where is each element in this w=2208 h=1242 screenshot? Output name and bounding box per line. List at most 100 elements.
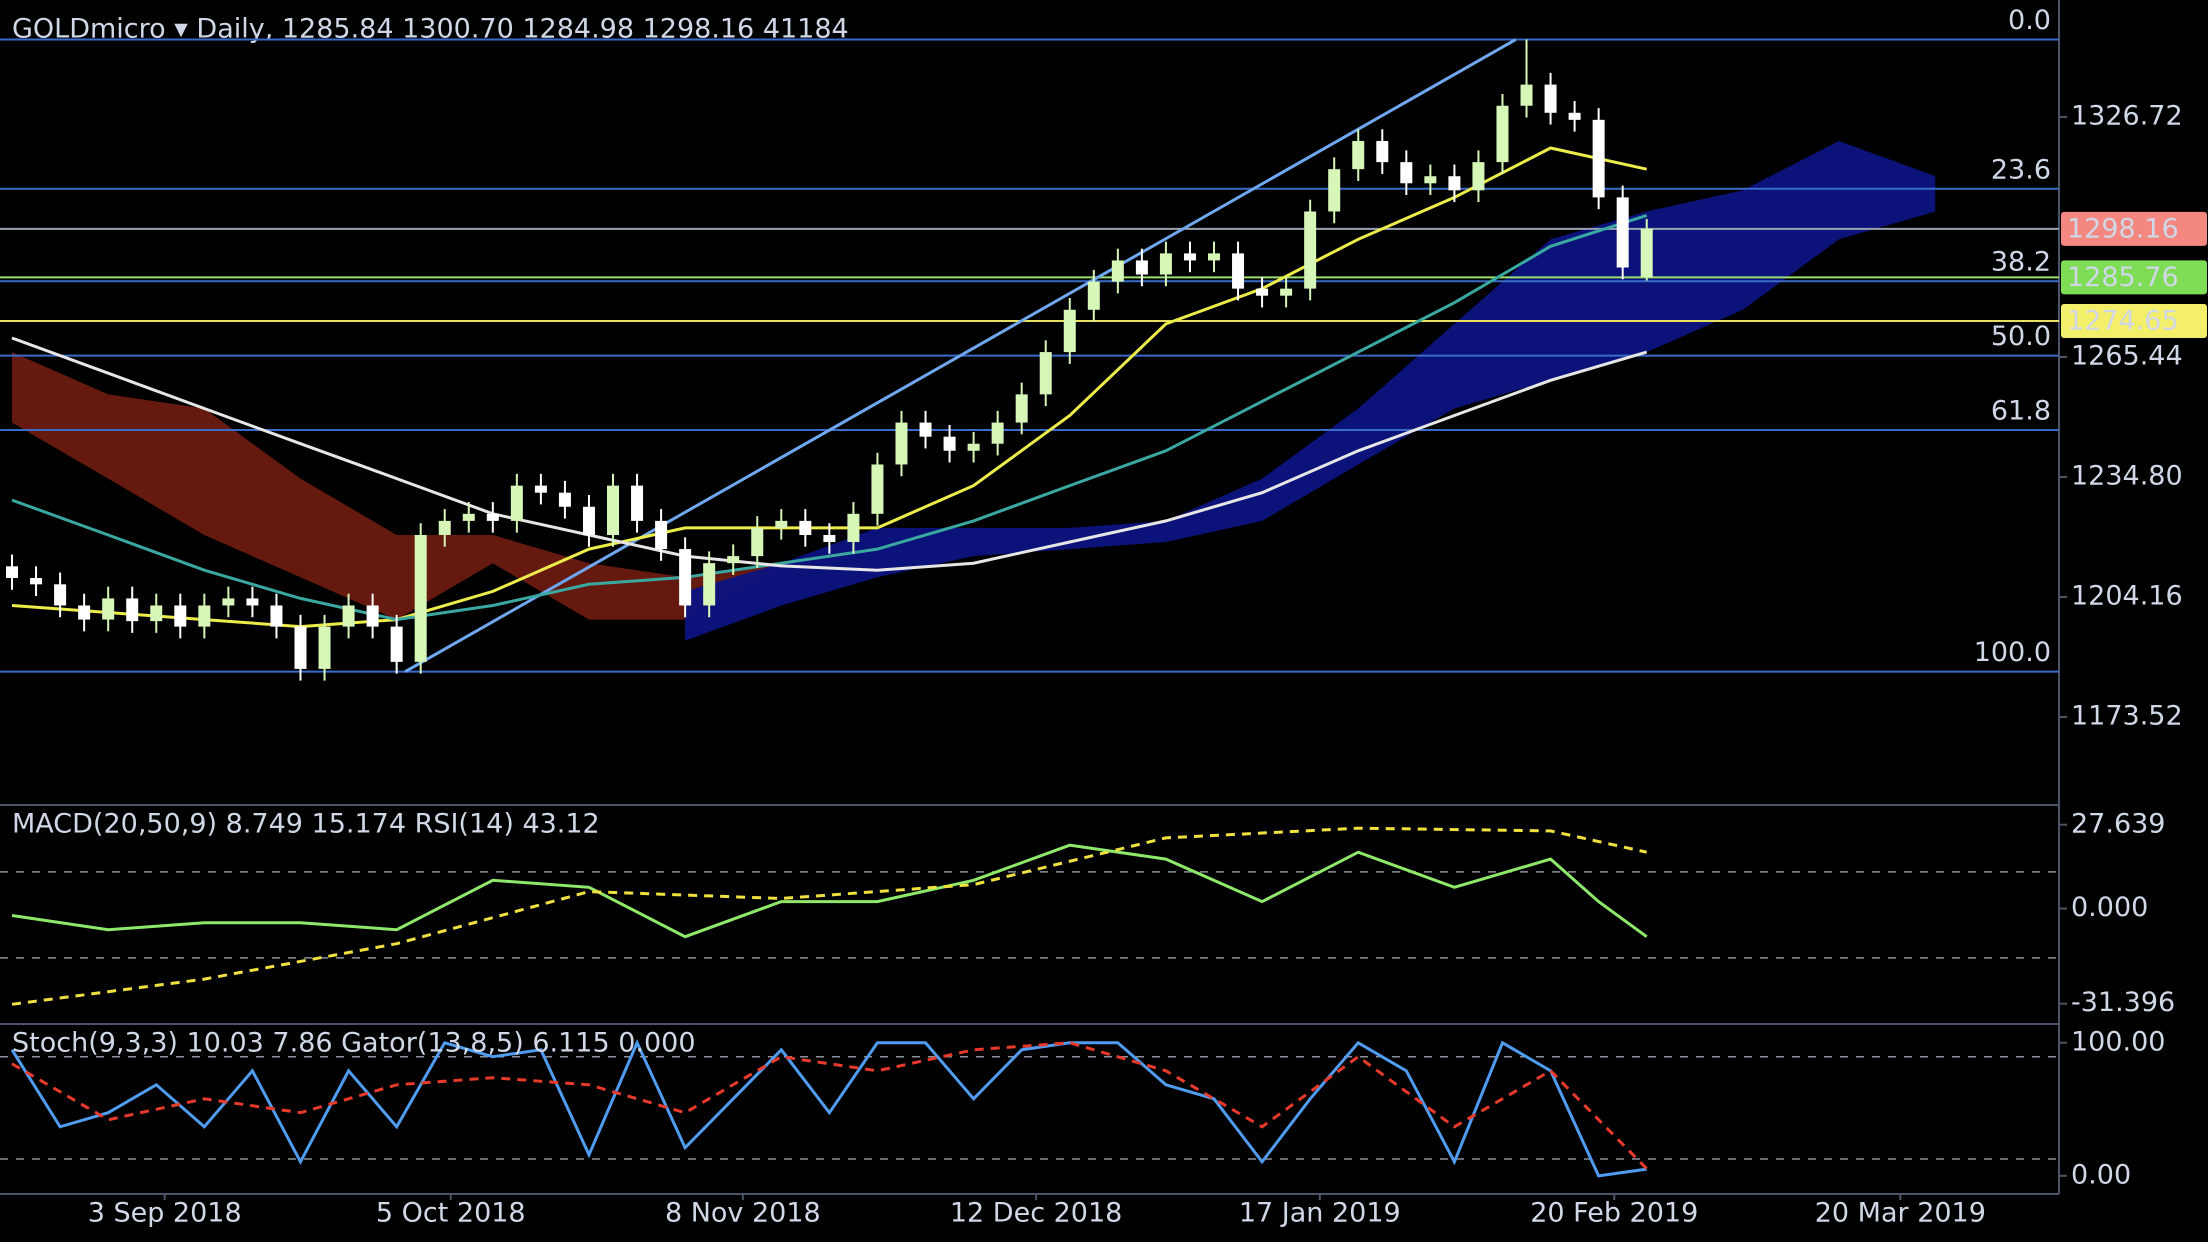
candle-body [102, 598, 115, 620]
candle-body [1015, 394, 1028, 423]
candle-body [1159, 253, 1172, 275]
x-tick-label: 8 Nov 2018 [665, 1198, 821, 1229]
candle-body [126, 598, 139, 622]
candle-body [54, 584, 67, 606]
candle-body [991, 422, 1004, 444]
candle-body [1472, 162, 1485, 191]
x-tick-label: 3 Sep 2018 [88, 1198, 242, 1229]
candle-body [150, 605, 163, 622]
y-tick-label: -31.396 [2071, 987, 2175, 1018]
trend-line [404, 38, 1517, 673]
y-tick-label: 1265.44 [2071, 341, 2183, 372]
indicator-line [11, 843, 1648, 939]
candle-body [751, 527, 764, 557]
candle-body [1135, 260, 1148, 275]
moving-average [11, 213, 1648, 622]
fib-label: 23.6 [1991, 154, 2051, 185]
candle-body [1424, 176, 1437, 184]
candle-body [414, 534, 427, 662]
candle-body [582, 506, 595, 535]
panel-title: MACD(20,50,9) 8.749 15.174 RSI(14) 43.12 [12, 809, 600, 840]
candle-body [823, 534, 836, 543]
fib-label: 38.2 [1991, 247, 2051, 278]
candle-body [534, 485, 547, 493]
candle-body [895, 422, 908, 465]
y-tick-label: 1204.16 [2071, 581, 2183, 612]
candle-body [775, 520, 788, 528]
x-tick-label: 20 Mar 2019 [1815, 1198, 1986, 1229]
price-tag-label: 1285.76 [2067, 262, 2179, 293]
price-tag-label: 1274.65 [2067, 305, 2179, 336]
candle-body [318, 626, 331, 669]
candle-body [1328, 169, 1341, 212]
candle-body [366, 605, 379, 627]
candle-body [1304, 211, 1317, 289]
moving-average [11, 336, 1648, 572]
candle-body [967, 443, 980, 451]
candle-body [607, 485, 620, 535]
candle-body [1640, 228, 1653, 278]
candle-body [1520, 84, 1533, 106]
candle-body [438, 520, 451, 535]
candle-body [1400, 162, 1413, 184]
candle-body [78, 605, 91, 620]
candle-body [294, 626, 307, 669]
candle-body [871, 464, 884, 514]
candle-body [943, 436, 956, 451]
candle-body [1111, 260, 1124, 282]
candle-body [30, 578, 43, 585]
panel-title: Stoch(9,3,3) 10.03 7.86 Gator(13,8,5) 6.… [12, 1028, 696, 1059]
price-tag [2061, 211, 2207, 246]
candle-body [703, 563, 716, 606]
price-tag [2061, 260, 2207, 295]
candle-body [1039, 352, 1052, 395]
y-tick-label: 0.000 [2071, 892, 2148, 923]
x-tick-label: 20 Feb 2019 [1530, 1198, 1698, 1229]
candle-body [1232, 253, 1245, 289]
x-tick-label: 17 Jan 2019 [1239, 1198, 1401, 1229]
y-tick-label: 1173.52 [2071, 701, 2183, 732]
candle-body [1087, 281, 1100, 310]
indicator-line [10, 1039, 1647, 1178]
y-tick-label: 1326.72 [2071, 101, 2183, 132]
indicator-line [11, 1041, 1648, 1170]
candle-body [919, 422, 932, 437]
candle-body [1256, 288, 1269, 296]
candle-body [1280, 288, 1293, 296]
candle-body [1592, 119, 1605, 198]
candle-body [1496, 105, 1509, 163]
candle-body [510, 485, 523, 521]
candle-body [1376, 140, 1389, 163]
ichimoku-cloud [12, 352, 782, 620]
y-tick-label: 100.00 [2071, 1026, 2165, 1057]
candle-body [198, 605, 211, 627]
candle-body [631, 485, 644, 521]
candle-body [246, 598, 259, 606]
candle-body [679, 549, 692, 606]
fib-label: 100.0 [1974, 637, 2051, 668]
fib-label: 50.0 [1991, 321, 2051, 352]
price-tag [2061, 303, 2207, 338]
candle-body [342, 605, 355, 627]
candle-body [727, 556, 740, 564]
candle-body [1208, 253, 1221, 261]
candle-body [655, 520, 668, 550]
candle-body [1183, 253, 1196, 261]
candle-body [1063, 309, 1076, 353]
candle-body [558, 492, 571, 507]
candle-body [174, 605, 187, 627]
candle-body [847, 513, 860, 543]
candle-body [390, 626, 403, 662]
candle-body [486, 513, 499, 521]
candle-body [1616, 197, 1629, 268]
candle-body [6, 566, 19, 579]
candle-body [1544, 84, 1557, 113]
candle-body [462, 513, 475, 521]
y-tick-label: 27.639 [2071, 808, 2165, 839]
y-tick-label: 0.00 [2071, 1159, 2131, 1190]
indicator-line [11, 826, 1648, 1006]
price-tag-label: 1298.16 [2067, 213, 2179, 244]
x-tick-label: 12 Dec 2018 [950, 1198, 1122, 1229]
candle-body [1568, 112, 1581, 120]
